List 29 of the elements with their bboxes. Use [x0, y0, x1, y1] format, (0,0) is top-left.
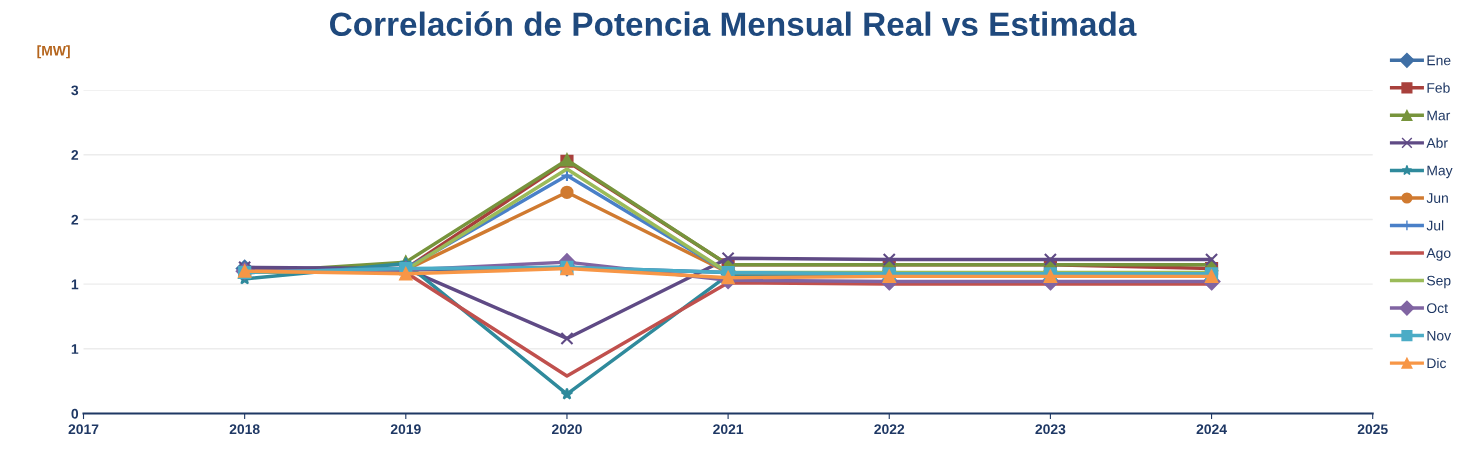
legend-label: Feb [1427, 82, 1450, 93]
legend-label: Jun [1426, 193, 1448, 203]
chart-title: Correlación de Potencia Mensual Real vs Estimada [330, 11, 1137, 37]
legend-label: Ago [1426, 248, 1451, 261]
legend-label: Mar [1427, 110, 1451, 121]
y-tick-label: 1 [71, 344, 79, 354]
x-tick-label: 2017 [68, 424, 99, 435]
legend-label: Ene [1427, 55, 1451, 66]
x-tick-label: 2020 [551, 424, 582, 435]
legend-label: Oct [1427, 303, 1448, 314]
legend-label: May [1427, 165, 1453, 179]
legend-label: Dic [1427, 357, 1447, 369]
y-tick-label: 3 [71, 85, 79, 96]
x-tick-label: 2019 [390, 424, 421, 435]
x-tick-label: 2018 [229, 424, 260, 435]
x-tick-label: 2025 [1357, 424, 1388, 435]
y-tick-label: 1 [71, 279, 79, 290]
x-tick-label: 2023 [1035, 424, 1066, 435]
y-axis-title: [MW] [37, 45, 70, 59]
x-tick-label: 2022 [874, 424, 905, 435]
legend-label: Sep [1427, 275, 1451, 289]
y-tick-label: 2 [71, 150, 79, 160]
x-tick-label: 2024 [1196, 424, 1227, 435]
y-tick-label: 0 [71, 408, 79, 419]
legend-label: Jul [1426, 220, 1444, 231]
legend-label: Abr [1426, 137, 1448, 148]
y-tick-label: 2 [71, 214, 79, 225]
x-tick-label: 2021 [713, 424, 744, 435]
legend-label: Nov [1427, 330, 1452, 341]
